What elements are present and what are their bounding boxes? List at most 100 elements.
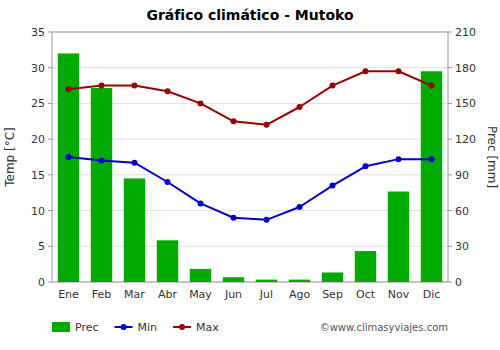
line — [69, 157, 432, 220]
marker — [99, 83, 105, 89]
legend-label: Prec — [75, 321, 99, 334]
tick-label: Jul — [259, 288, 273, 301]
tick-label: 60 — [455, 205, 469, 218]
axis-label: Temp [°C] — [3, 127, 17, 188]
tick — [448, 282, 452, 283]
tick — [448, 246, 452, 247]
tick — [48, 67, 52, 68]
tick-label: 210 — [455, 26, 476, 39]
marker — [330, 83, 336, 89]
marker — [132, 83, 138, 89]
marker — [330, 183, 336, 189]
tick-label: Ene — [58, 288, 79, 301]
marker — [198, 200, 204, 206]
tick — [48, 210, 52, 211]
tick-label: 35 — [31, 26, 45, 39]
tick — [448, 32, 452, 33]
marker — [165, 179, 171, 185]
marker — [99, 158, 105, 164]
marker — [363, 68, 369, 74]
marker — [297, 204, 303, 210]
y-axis: 0 5 10 15 20 25 30 35 Temp [°C] — [3, 26, 52, 289]
marks — [58, 53, 442, 282]
legend-label: Max — [196, 321, 219, 334]
tick-label: 20 — [31, 133, 45, 146]
legend-swatch — [179, 324, 185, 330]
chart: 0 5 10 15 20 25 30 35 Temp [°C] 0 30 60 90 120 150 180 2… — [0, 0, 500, 350]
axis-label: Prec [mm] — [485, 126, 499, 188]
tick-label: 10 — [31, 205, 45, 218]
marker — [396, 68, 402, 74]
marker — [66, 154, 72, 160]
tick-label: 0 — [455, 276, 462, 289]
grid — [52, 32, 448, 282]
bar — [124, 178, 145, 282]
marker — [429, 83, 435, 89]
marker — [429, 156, 435, 162]
tick — [448, 139, 452, 140]
line — [69, 71, 432, 125]
tick-label: 120 — [455, 133, 476, 146]
bar — [322, 272, 343, 282]
legend: Prec Min Max — [52, 321, 219, 334]
tick-label: 5 — [38, 240, 45, 253]
marker — [66, 86, 72, 92]
marker — [297, 104, 303, 110]
marker — [264, 122, 270, 128]
marker — [363, 163, 369, 169]
title: Gráfico climático - Mutoko — [146, 7, 354, 23]
marker — [396, 156, 402, 162]
tick-label: 30 — [31, 62, 45, 75]
tick-label: 180 — [455, 62, 476, 75]
plot-frame — [52, 32, 448, 282]
bar — [91, 88, 112, 282]
bar — [289, 280, 310, 282]
legend-swatch — [52, 322, 70, 332]
tick — [448, 174, 452, 175]
tick — [48, 32, 52, 33]
tick — [48, 103, 52, 104]
tick-label: Nov — [388, 288, 410, 301]
tick — [448, 67, 452, 68]
tick-label: Oct — [356, 288, 376, 301]
marker — [231, 118, 237, 124]
marker — [231, 215, 237, 221]
bar — [190, 269, 211, 282]
tick-label: Ago — [289, 288, 311, 301]
tick-label: Jun — [224, 288, 242, 301]
tick-label: Sep — [322, 288, 343, 301]
legend-label: Min — [138, 321, 158, 334]
tick — [48, 139, 52, 140]
bar — [388, 192, 409, 282]
tick-label: Mar — [124, 288, 145, 301]
tick-label: 15 — [31, 169, 45, 182]
tick-label: 150 — [455, 97, 476, 110]
bar — [421, 71, 442, 282]
tick — [448, 210, 452, 211]
tick-label: Dic — [423, 288, 441, 301]
bar — [157, 240, 178, 282]
tick-label: Abr — [158, 288, 178, 301]
tick — [48, 174, 52, 175]
marker — [132, 160, 138, 166]
grid-line — [52, 67, 448, 68]
tick-label: 90 — [455, 169, 469, 182]
bar — [355, 251, 376, 282]
annotation: ©www.climasyviajes.com — [320, 322, 448, 333]
bar — [223, 277, 244, 282]
marker — [264, 217, 270, 223]
y2-axis: 0 30 60 90 120 150 180 210 Prec [mm] — [448, 26, 499, 289]
bar — [256, 280, 277, 282]
tick — [48, 246, 52, 247]
tick — [448, 103, 452, 104]
legend-swatch — [121, 324, 127, 330]
tick-label: 0 — [38, 276, 45, 289]
tick-label: 25 — [31, 97, 45, 110]
marker — [165, 88, 171, 94]
tick-label: May — [189, 288, 212, 301]
tick-label: Feb — [92, 288, 111, 301]
x-axis: Ene Feb Mar Abr May Jun Jul Ago Sep Oct Nov Dic — [58, 288, 440, 301]
tick-label: 30 — [455, 240, 469, 253]
marker — [198, 100, 204, 106]
tick — [48, 282, 52, 283]
